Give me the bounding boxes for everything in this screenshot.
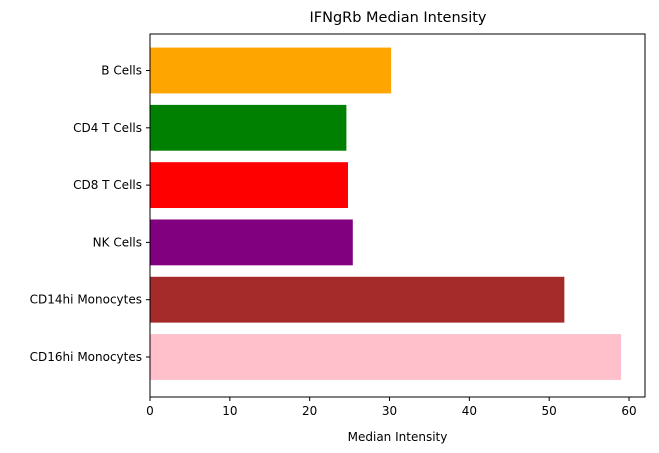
bar-b-cells	[150, 47, 392, 94]
bar-cd8-t-cells	[150, 162, 348, 209]
plot-frame	[149, 33, 646, 398]
chart-title: IFNgRb Median Intensity	[309, 10, 486, 26]
x-tick-label-30: 30	[382, 404, 397, 418]
x-tick-label-40: 40	[462, 404, 477, 418]
y-tick-label-cd14hi-monocytes: CD14hi Monocytes	[30, 293, 142, 307]
x-tick-label-50: 50	[542, 404, 557, 418]
y-axis-ticks: B Cells CD4 T Cells CD8 T Cells NK Cells CD1…	[30, 64, 150, 364]
y-tick-label-nk-cells: NK Cells	[93, 235, 142, 249]
bar-cd4-t-cells	[150, 104, 347, 151]
bar-cd14hi-monocytes	[150, 276, 565, 323]
bar-cd16hi-monocytes	[150, 334, 622, 380]
x-tick-label-60: 60	[621, 404, 636, 418]
bar-nk-cells	[150, 219, 353, 266]
x-axis-ticks: 0 10 20 30 40 50 60	[146, 397, 637, 418]
x-axis-label: Median Intensity	[348, 430, 448, 444]
x-tick-label-20: 20	[302, 404, 317, 418]
x-tick-label-10: 10	[222, 404, 237, 418]
y-tick-label-b-cells: B Cells	[101, 64, 142, 78]
x-tick-label-0: 0	[146, 404, 154, 418]
bars-group	[150, 47, 622, 380]
y-tick-label-cd8-t-cells: CD8 T Cells	[73, 178, 142, 192]
y-tick-label-cd4-t-cells: CD4 T Cells	[73, 121, 142, 135]
y-tick-label-cd16hi-monocytes: CD16hi Monocytes	[30, 350, 142, 364]
